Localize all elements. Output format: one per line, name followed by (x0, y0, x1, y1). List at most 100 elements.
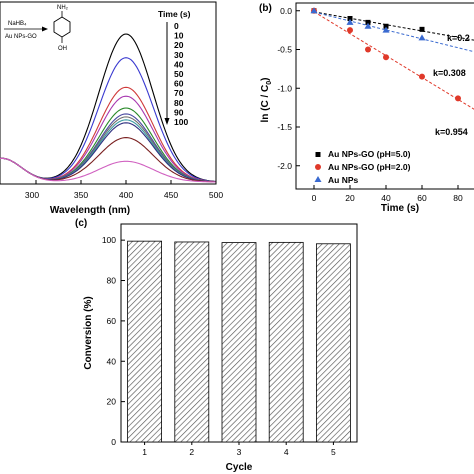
panel-c-bars (127, 240, 351, 443)
scheme-amino-label: NH₂ (57, 5, 69, 11)
panel-a-x-tick-label: 500 (209, 190, 223, 200)
time-legend-entry: 20 (174, 40, 184, 50)
time-legend-entry: 30 (174, 50, 184, 60)
panel-b-y-tick-label: -2.0 (277, 161, 292, 171)
panel-b-x-tick-label: 60 (417, 193, 427, 203)
panel-b-y-tick-label: -1.0 (277, 83, 292, 93)
data-point-circle (419, 73, 425, 80)
time-legend-title: Time (s) (158, 9, 191, 19)
k-label-au: k=0.308 (433, 68, 466, 78)
reaction-scheme: NH₂ OH NaHB₄ Au NPs-GO (4, 5, 71, 52)
time-arrowhead (164, 118, 170, 125)
time-legend-entry: 80 (174, 98, 184, 108)
panel-a-x-axis: 300 350 400 450 500 (25, 180, 223, 200)
conversion-bar (127, 240, 162, 443)
data-point-square (383, 23, 389, 29)
panel-b-legend: Au NPs-GO (pH=5.0) Au NPs-GO (pH=2.0) Au… (314, 149, 411, 185)
data-point-circle (347, 27, 353, 34)
data-point-circle (455, 95, 461, 102)
panel-b-y-label: ln (C / C0) (260, 77, 273, 122)
panel-c-y-tick-label: 40 (107, 356, 117, 366)
panel-b-axes: 0 20 40 60 80 0.0 -0.5 -1.0 -1.5 -2.0 (277, 6, 463, 203)
panel-a-frame (0, 1, 217, 185)
panel-a: NH₂ OH NaHB₄ Au NPs-GO Time (s) 01020304… (0, 1, 223, 216)
data-point-triangle (310, 7, 318, 14)
panel-b-fit-lines (313, 11, 474, 110)
time-legend-entry: 100 (174, 117, 188, 127)
panel-b-x-tick-label: 0 (312, 193, 317, 203)
fit-line-circle (313, 11, 474, 110)
time-legend-entry: 0 (174, 21, 179, 31)
fit-line-triangle (313, 11, 474, 53)
panel-b-x-tick-label: 40 (381, 193, 391, 203)
data-point-triangle (382, 26, 390, 33)
legend-marker-square (315, 152, 321, 157)
legend-text-pH2: Au NPs-GO (pH=2.0) (328, 162, 411, 172)
time-legend-entry: 90 (174, 107, 184, 117)
panel-a-x-label: Wavelength (nm) (50, 205, 130, 216)
panel-b-x-tick-label: 80 (453, 193, 463, 203)
panel-b-y-tick-label: -1.5 (277, 122, 292, 132)
panel-b-points (310, 7, 461, 102)
legend-marker-circle (315, 164, 321, 170)
data-point-square (347, 16, 353, 21)
benzene-ring (53, 16, 71, 38)
panel-c-y-tick-label: 20 (107, 397, 117, 407)
scheme-reagent-label: NaHB₄ (8, 21, 27, 27)
panel-c-y-label: Conversion (%) (83, 296, 94, 369)
scheme-catalyst-label: Au NPs-GO (5, 34, 37, 40)
panel-b-y-tick-label: -0.5 (277, 45, 292, 55)
panel-c-x-label: Cycle (226, 462, 253, 473)
panel-a-x-tick-label: 350 (74, 190, 88, 200)
data-point-triangle (346, 18, 354, 25)
panel-b-x-tick-label: 20 (345, 193, 355, 203)
k-label-pH2: k=0.954 (435, 127, 468, 137)
fit-line-square (313, 11, 474, 41)
data-point-square (419, 26, 425, 32)
legend-marker-triangle (314, 176, 322, 182)
conversion-bar (315, 243, 351, 443)
panel-a-curves (0, 33, 217, 183)
panel-b: (b) 0 20 40 60 80 0.0 -0.5 -1.0 -1.5 -2.0 k=0.2 k… (259, 2, 474, 214)
time-legend-entry: 70 (174, 88, 184, 98)
panel-c-x-tick-label: 5 (331, 447, 336, 457)
k-label-pH5: k=0.2 (447, 33, 470, 43)
data-point-circle (383, 54, 389, 61)
panel-b-x-label: Time (s) (381, 203, 419, 214)
scheme-arrowhead (42, 26, 48, 32)
panel-c-y-tick-label: 100 (102, 235, 116, 245)
data-point-triangle (418, 34, 426, 41)
panel-b-k-labels: k=0.2 k=0.308 k=0.954 (433, 33, 470, 137)
panel-c-x-tick-label: 4 (284, 447, 289, 457)
legend-text-au: Au NPs (328, 175, 359, 185)
panel-c-y-tick-label: 60 (107, 316, 117, 326)
panel-c-y-tick-label: 80 (107, 276, 117, 286)
panel-c-label: (c) (75, 218, 87, 229)
spectrum-curve-0 (0, 33, 217, 182)
panel-c-x-tick-label: 1 (142, 447, 147, 457)
time-legend-entry: 60 (174, 79, 184, 89)
conversion-bar (268, 241, 304, 443)
spectrum-curve-100 (0, 157, 216, 183)
panel-b-label: (b) (259, 3, 272, 14)
time-legend-entry: 40 (174, 59, 184, 69)
panel-c-axes: 0 20 40 60 80 100 1 2 3 4 5 (102, 235, 336, 457)
panel-c-x-tick-label: 3 (237, 447, 242, 457)
time-legend-entry: 10 (174, 31, 184, 41)
conversion-bar (174, 241, 210, 443)
panel-a-x-tick-label: 400 (119, 190, 133, 200)
panel-b-y-tick-label: 0.0 (280, 6, 292, 16)
time-legend-entry: 50 (174, 69, 184, 79)
data-point-circle (365, 46, 371, 53)
scheme-hydroxy-label: OH (58, 46, 67, 52)
panel-a-x-tick-label: 300 (25, 190, 39, 200)
panel-a-x-tick-label: 450 (164, 190, 178, 200)
panel-c-x-tick-label: 2 (189, 447, 194, 457)
panel-c-y-tick-label: 0 (111, 437, 116, 447)
legend-text-pH5: Au NPs-GO (pH=5.0) (328, 149, 411, 159)
conversion-bar (221, 242, 257, 443)
data-point-square (365, 19, 371, 25)
data-point-triangle (364, 22, 372, 29)
